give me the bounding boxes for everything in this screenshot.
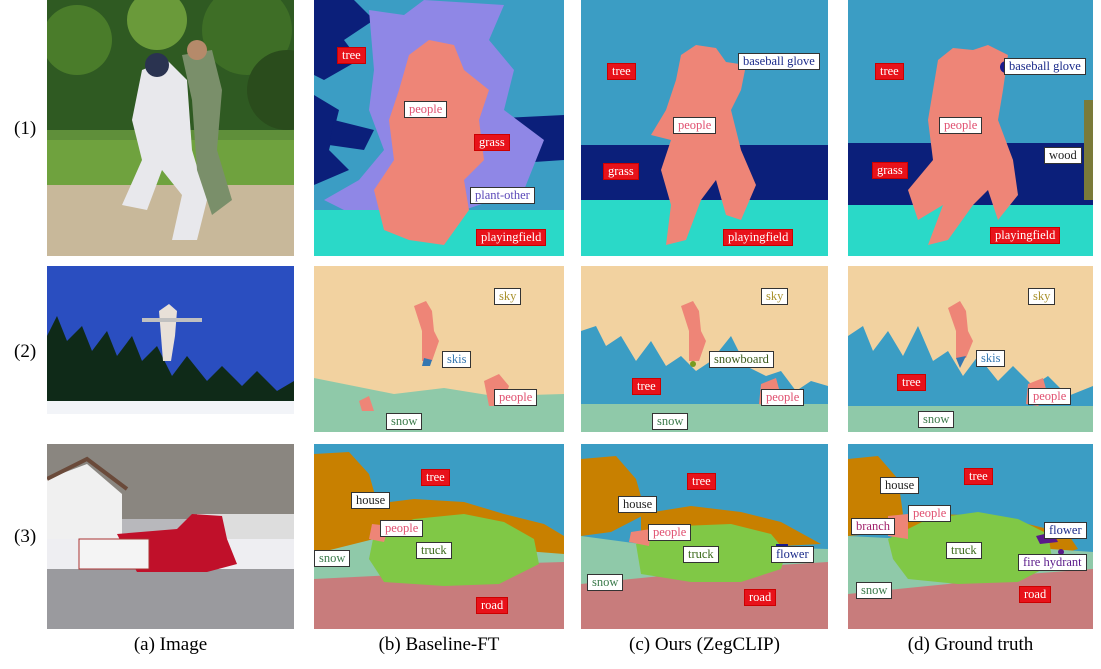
caption-ours: (c) Ours (ZegCLIP) (629, 634, 780, 655)
caption-baseline: (b) Baseline-FT (378, 634, 500, 655)
photo-baseball (47, 0, 294, 256)
seg-r2-ours (581, 266, 828, 432)
label-tag: baseball glove (738, 53, 820, 70)
label-tag: people (648, 524, 692, 541)
label-tag: people (380, 520, 424, 537)
label-tag: fire hydrant (1018, 554, 1087, 571)
photo-snowplow (47, 444, 294, 629)
label-tag: plant-other (470, 187, 535, 204)
label-tag: tree (337, 47, 366, 64)
label-tag: tree (875, 63, 904, 80)
label-tag: playingfield (476, 229, 547, 246)
label-tag: skis (442, 351, 472, 368)
label-tag: road (1019, 586, 1052, 603)
label-tag: truck (416, 542, 452, 559)
label-tag: house (880, 477, 920, 494)
label-tag: tree (607, 63, 636, 80)
label-tag: flower (771, 546, 814, 563)
label-tag: grass (872, 162, 908, 179)
seg-r2-gt (848, 266, 1093, 432)
caption-ground-truth: (d) Ground truth (907, 634, 1034, 655)
label-tag: grass (603, 163, 639, 180)
label-tag: grass (474, 134, 510, 151)
label-tag: truck (946, 542, 982, 559)
label-tag: sky (761, 288, 789, 305)
seg-r2-baseline (314, 266, 564, 432)
label-tag: people (1028, 388, 1072, 405)
label-tag: flower (1044, 522, 1087, 539)
photo-skier (47, 266, 294, 414)
label-tag: house (351, 492, 391, 509)
seg-r3-gt (848, 444, 1093, 629)
label-tag: people (404, 101, 448, 118)
row-label-3: (3) (14, 526, 37, 547)
label-tag: tree (897, 374, 926, 391)
label-tag: people (939, 117, 983, 134)
seg-r3-ours (581, 444, 828, 629)
label-tag: tree (421, 469, 450, 486)
label-tag: house (618, 496, 658, 513)
label-tag: people (761, 389, 805, 406)
label-tag: people (673, 117, 717, 134)
label-tag: snowboard (709, 351, 774, 368)
caption-image: (a) Image (133, 634, 208, 655)
label-tag: people (908, 505, 952, 522)
label-tag: tree (687, 473, 716, 490)
label-tag: baseball glove (1004, 58, 1086, 75)
label-tag: tree (964, 468, 993, 485)
label-tag: snow (856, 582, 893, 599)
row-label-2: (2) (14, 341, 37, 362)
label-tag: branch (851, 518, 896, 535)
row-label-1: (1) (14, 118, 37, 139)
label-tag: people (494, 389, 538, 406)
label-tag: snow (386, 413, 423, 430)
label-tag: wood (1044, 147, 1082, 164)
label-tag: skis (976, 350, 1006, 367)
label-tag: snow (314, 550, 351, 567)
label-tag: road (476, 597, 509, 614)
label-tag: sky (1028, 288, 1056, 305)
label-tag: playingfield (723, 229, 794, 246)
label-tag: playingfield (990, 227, 1061, 244)
label-tag: snow (918, 411, 955, 428)
label-tag: sky (494, 288, 522, 305)
label-tag: truck (683, 546, 719, 563)
label-tag: snow (652, 413, 689, 430)
seg-r1-baseline (314, 0, 564, 256)
label-tag: snow (587, 574, 624, 591)
label-tag: tree (632, 378, 661, 395)
label-tag: road (744, 589, 777, 606)
